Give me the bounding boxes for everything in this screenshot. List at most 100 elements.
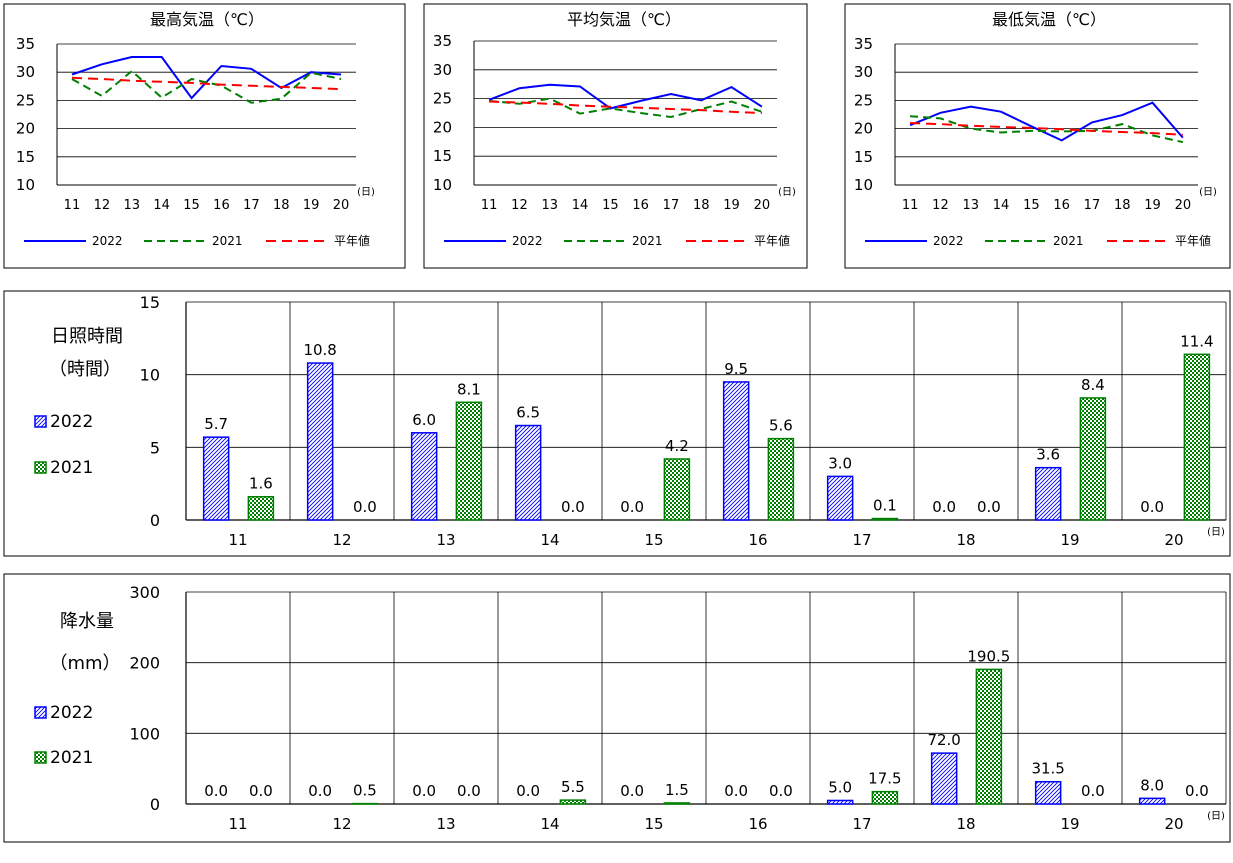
data-label: 1.6 [249,475,273,493]
y-tick-label: 35 [16,35,35,53]
data-label: 3.6 [1036,446,1060,464]
y-tick-label: 35 [854,35,873,53]
data-label: 0.0 [204,782,228,800]
x-tick-label: 12 [332,531,351,549]
x-unit-label: (日) [1207,811,1225,822]
x-tick-label: 13 [436,815,455,833]
legend-label: 2022 [50,703,93,723]
chart-title: 最低気温（℃） [992,10,1106,29]
x-tick-label: 18 [1114,198,1131,213]
y-tick-label: 30 [854,63,873,81]
x-tick-label: 11 [902,198,919,213]
x-tick-label: 15 [183,198,200,213]
bar-2021 [976,669,1001,804]
y-axis-label: （mm） [49,653,120,674]
legend-label: 2022 [933,234,964,248]
y-tick-label: 25 [854,91,873,109]
bar-2021 [664,803,689,804]
x-tick-label: 11 [228,815,247,833]
y-tick-label: 15 [140,293,160,312]
x-tick-label: 14 [153,198,170,213]
x-tick-label: 20 [1164,815,1183,833]
data-label: 0.0 [457,782,481,800]
data-label: 0.0 [308,782,332,800]
legend-label: 2021 [632,234,663,248]
legend-swatch [35,416,46,427]
bar-2022 [828,800,853,804]
x-tick-label: 13 [123,198,140,213]
y-tick-label: 15 [854,148,873,166]
legend-label: 平年値 [754,233,790,248]
legend-label: 2021 [50,458,93,478]
legend-swatch [35,752,46,763]
x-tick-label: 15 [644,815,663,833]
x-tick-label: 18 [273,198,290,213]
data-label: 3.0 [828,454,852,472]
x-tick-label: 14 [540,815,559,833]
data-label: 0.0 [516,782,540,800]
bar-2022 [308,363,333,520]
bar-2021 [1080,398,1105,520]
x-tick-label: 20 [333,198,350,213]
y-tick-label: 100 [129,724,160,743]
legend-label: 2022 [92,234,123,248]
data-label: 5.0 [828,778,852,796]
x-tick-label: 19 [1144,198,1161,213]
x-tick-label: 14 [993,198,1010,213]
x-tick-label: 19 [303,198,320,213]
x-tick-label: 16 [213,198,230,213]
x-tick-label: 14 [572,198,589,213]
x-unit-label: (日) [1207,527,1225,538]
bar-2022 [1036,782,1061,804]
chart-title: 日照時間 [51,326,123,347]
data-label: 0.0 [1185,782,1209,800]
data-label: 0.0 [620,782,644,800]
x-tick-label: 15 [1023,198,1040,213]
x-tick-label: 11 [481,198,498,213]
x-tick-label: 17 [852,815,871,833]
data-label: 6.5 [516,404,540,422]
x-tick-label: 17 [243,198,260,213]
x-tick-label: 16 [748,815,767,833]
data-label: 1.5 [665,781,689,799]
data-label: 5.7 [204,415,228,433]
y-tick-label: 35 [433,32,452,50]
data-label: 0.1 [873,497,897,515]
data-label: 17.5 [868,770,901,788]
x-tick-label: 12 [332,815,351,833]
data-label: 10.8 [303,341,336,359]
y-tick-label: 300 [129,583,160,602]
data-label: 72.0 [927,731,960,749]
bar-2022 [204,437,229,520]
data-label: 8.4 [1081,376,1105,394]
bar-2022 [932,753,957,804]
y-axis-label: （時間） [49,359,121,380]
x-tick-label: 18 [956,815,975,833]
data-label: 190.5 [967,647,1010,665]
x-tick-label: 17 [1084,198,1101,213]
x-tick-label: 12 [94,198,111,213]
data-label: 0.5 [353,782,377,800]
x-tick-label: 20 [754,198,771,213]
x-tick-label: 15 [644,531,663,549]
x-tick-label: 12 [932,198,949,213]
bar-2022 [1140,798,1165,804]
x-tick-label: 16 [632,198,649,213]
bar-2022 [1036,468,1061,520]
data-label: 9.5 [724,360,748,378]
x-tick-label: 13 [436,531,455,549]
y-tick-label: 20 [854,120,873,138]
data-label: 8.0 [1140,776,1164,794]
y-tick-label: 30 [16,63,35,81]
bar-2022 [412,433,437,520]
x-unit-label: (日) [357,187,375,198]
x-tick-label: 16 [1053,198,1070,213]
x-tick-label: 19 [723,198,740,213]
bar-2021 [872,792,897,804]
data-label: 0.0 [353,498,377,516]
bar-2021 [768,439,793,520]
